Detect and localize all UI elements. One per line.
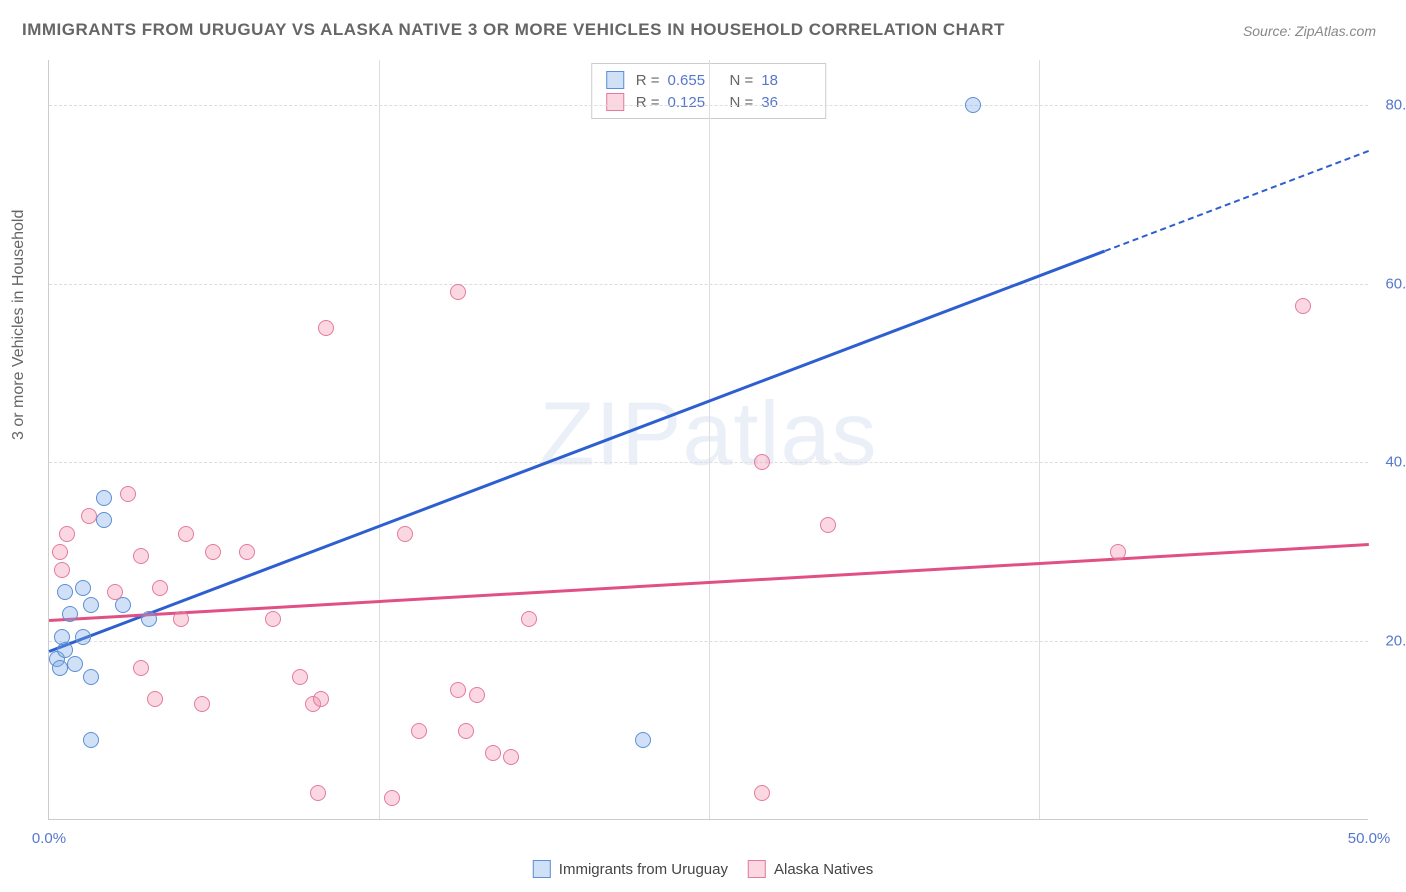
x-tick-label: 50.0% [1348,830,1391,847]
data-point [194,696,210,712]
data-point [115,597,131,613]
data-point [458,723,474,739]
source-attribution: Source: ZipAtlas.com [1243,23,1376,39]
chart-title: IMMIGRANTS FROM URUGUAY VS ALASKA NATIVE… [22,20,1005,40]
data-point [310,785,326,801]
data-point [173,611,189,627]
data-point [292,669,308,685]
data-point [83,669,99,685]
data-point [59,526,75,542]
data-point [820,517,836,533]
legend-label: Immigrants from Uruguay [559,861,728,878]
data-point [469,687,485,703]
data-point [397,526,413,542]
watermark-bold: ZIP [539,384,682,484]
n-value-1: 36 [761,94,811,111]
legend-swatch-blue [533,860,551,878]
y-tick-label: 80.0% [1373,96,1406,113]
data-point [107,584,123,600]
data-point [239,544,255,560]
legend-label: Alaska Natives [774,861,873,878]
n-value-0: 18 [761,72,811,89]
data-point [635,732,651,748]
data-point [141,611,157,627]
legend-item: Immigrants from Uruguay [533,860,728,878]
data-point [52,660,68,676]
data-point [54,629,70,645]
legend-swatch-pink [748,860,766,878]
chart-container: IMMIGRANTS FROM URUGUAY VS ALASKA NATIVE… [0,0,1406,892]
data-point [503,749,519,765]
x-tick-label: 0.0% [32,830,66,847]
data-point [318,320,334,336]
data-point [205,544,221,560]
legend-item: Alaska Natives [748,860,873,878]
trend-line [1105,149,1370,251]
legend-swatch-pink [606,93,624,111]
data-point [1295,298,1311,314]
data-point [62,606,78,622]
r-label: R = [636,72,660,89]
y-axis-label: 3 or more Vehicles in Household [10,210,28,440]
data-point [57,584,73,600]
data-point [52,544,68,560]
data-point [96,512,112,528]
data-point [81,508,97,524]
gridline-v [379,60,380,819]
n-label: N = [730,94,754,111]
data-point [754,785,770,801]
data-point [411,723,427,739]
data-point [83,732,99,748]
y-tick-label: 20.0% [1373,633,1406,650]
data-point [147,691,163,707]
data-point [1110,544,1126,560]
data-point [485,745,501,761]
data-point [313,691,329,707]
data-point [152,580,168,596]
y-tick-label: 60.0% [1373,275,1406,292]
data-point [384,790,400,806]
data-point [120,486,136,502]
gridline-v [1039,60,1040,819]
plot-area: ZIPatlas R = 0.655 N = 18 R = 0.125 N = … [48,60,1368,820]
data-point [75,580,91,596]
data-point [965,97,981,113]
data-point [521,611,537,627]
r-value-0: 0.655 [668,72,718,89]
n-label: N = [730,72,754,89]
data-point [96,490,112,506]
data-point [75,629,91,645]
data-point [133,548,149,564]
y-tick-label: 40.0% [1373,454,1406,471]
data-point [450,284,466,300]
data-point [83,597,99,613]
r-label: R = [636,94,660,111]
data-point [67,656,83,672]
legend-swatch-blue [606,71,624,89]
data-point [178,526,194,542]
r-value-1: 0.125 [668,94,718,111]
legend-bottom: Immigrants from Uruguay Alaska Natives [533,860,873,878]
gridline-v [709,60,710,819]
data-point [754,454,770,470]
data-point [133,660,149,676]
trend-line [49,250,1106,653]
data-point [265,611,281,627]
data-point [450,682,466,698]
data-point [54,562,70,578]
